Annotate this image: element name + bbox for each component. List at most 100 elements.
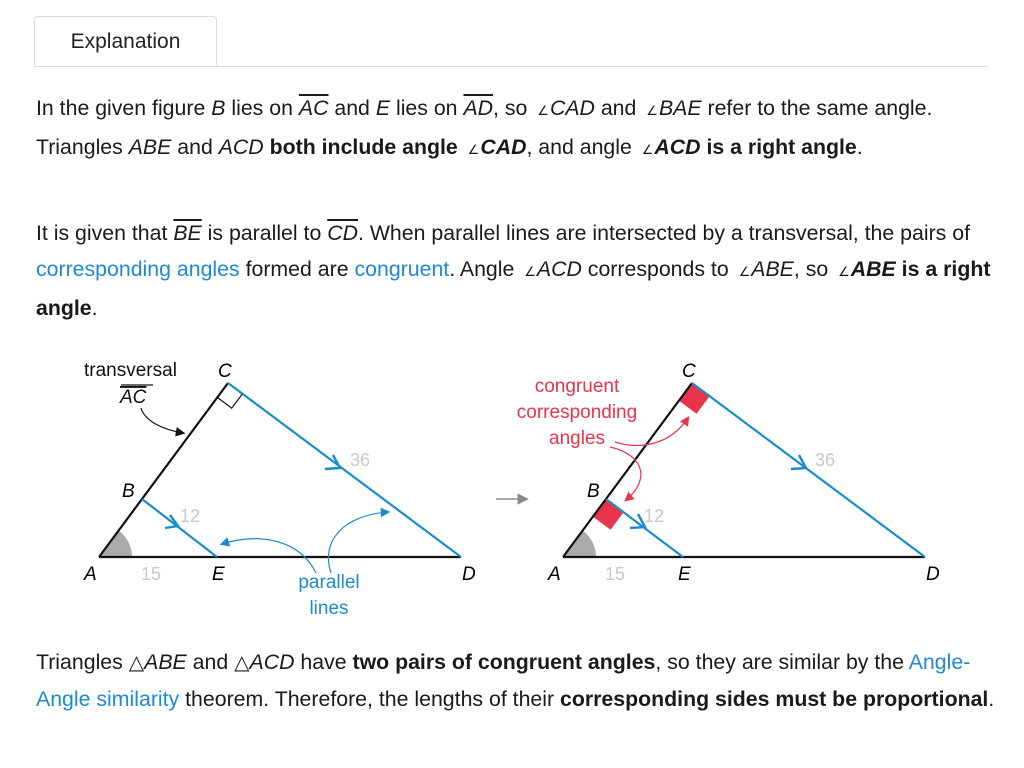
bold-text: corresponding sides must be proportional: [560, 687, 989, 711]
bold-text: both include angle: [269, 135, 464, 159]
math-label: E: [375, 96, 391, 120]
congruent-angle-c: [678, 383, 710, 414]
point-e-label: E: [212, 564, 225, 585]
point-c-label: C: [218, 361, 232, 382]
math-label: B: [211, 96, 226, 120]
term-link[interactable]: congruent: [354, 257, 450, 281]
segment-name: AC: [298, 96, 329, 120]
text-segment: have: [294, 650, 353, 674]
right-angle-marker: [216, 393, 243, 410]
point-d-label: D: [462, 564, 476, 585]
point-a-label: A: [547, 564, 561, 585]
text-segment: . Angle: [449, 257, 521, 281]
transversal-label: transversal: [84, 360, 177, 381]
term-link[interactable]: corresponding angles: [36, 257, 240, 281]
bold-text: is a right angle: [36, 257, 991, 320]
segment-ac: [98, 382, 229, 558]
math-label: ACD: [536, 257, 582, 281]
tab-explanation[interactable]: Explanation: [34, 16, 217, 66]
right-diagram: congruent corresponding angles C B A E D…: [517, 361, 940, 585]
segment-be: [141, 498, 218, 558]
parallel-pointer-arrow-cd: [327, 507, 391, 574]
paragraph-similarity: Triangles △ABE and △ACD have two pairs o…: [36, 644, 996, 717]
congruent-label-2: corresponding: [517, 402, 637, 423]
segment-name: AD: [463, 96, 494, 120]
length-ae: 15: [141, 564, 161, 584]
text-segment: and: [328, 96, 376, 120]
point-d-label: D: [926, 564, 940, 585]
congruent-label: congruent: [535, 376, 620, 397]
math-label: ABE: [144, 650, 187, 674]
text-segment: In the given figure: [36, 96, 212, 120]
angle-symbol: ∠: [641, 142, 654, 157]
triangle-symbol: △: [234, 652, 250, 674]
angle-symbol: ∠: [467, 142, 480, 157]
math-label: ABE: [128, 135, 172, 159]
segment-name: CD: [327, 221, 358, 245]
text-segment: and: [594, 96, 643, 120]
parallel-label: parallel: [298, 572, 359, 593]
congruent-angle-b: [592, 499, 624, 530]
text-segment: refer to the same angle. Triangles: [36, 96, 933, 159]
text-segment: , so they are similar by the: [655, 650, 909, 674]
parallel-pointer-arrow-be: [219, 537, 317, 574]
parallel-arrow-be: [629, 513, 647, 530]
text-segment: lies on: [390, 96, 464, 120]
text-segment: , so: [793, 257, 835, 281]
length-be: 12: [180, 506, 200, 526]
paragraph-parallel: It is given that BE is parallel to CD. W…: [36, 215, 996, 326]
bold-text: is a right angle: [700, 135, 857, 159]
math-label: ACD: [249, 650, 295, 674]
point-a-label: A: [83, 564, 97, 585]
length-ae: 15: [605, 564, 625, 584]
transversal-segment-label: AC: [119, 387, 147, 408]
angle-symbol: ∠: [524, 264, 536, 279]
text-segment: and: [171, 135, 219, 159]
parallel-label-2: lines: [309, 598, 348, 619]
math-label: ACD: [218, 135, 264, 159]
left-diagram: transversal AC C B A E D 15 12 36 parall…: [83, 360, 476, 619]
segment-cd: [227, 382, 462, 558]
text-segment: corresponds to: [581, 257, 735, 281]
text-segment: .: [988, 687, 995, 711]
term-link[interactable]: Angle-Angle similarity: [36, 650, 971, 711]
text-segment: .: [856, 135, 863, 159]
transversal-pointer-arrow: [140, 407, 186, 437]
angle-symbol: ∠: [738, 264, 751, 279]
angle-a-marker: [563, 530, 596, 557]
text-segment: lies on: [225, 96, 299, 120]
congruent-label-3: angles: [549, 428, 605, 449]
angle-symbol: ∠: [537, 103, 549, 118]
tab-bar: Explanation: [34, 16, 988, 67]
point-e-label: E: [678, 564, 691, 585]
triangle-symbol: △: [128, 652, 145, 674]
text-segment: , so: [493, 96, 534, 120]
angle-symbol: ∠: [646, 103, 658, 118]
segment-name: BE: [173, 221, 202, 245]
congruent-pointer-arrow-b: [609, 446, 642, 502]
parallel-arrow-cd: [324, 454, 342, 471]
point-b-label: B: [122, 481, 135, 502]
text-segment: and: [186, 650, 235, 674]
angle-a-marker: [99, 530, 132, 557]
bold-text: two pairs of congruent angles: [352, 650, 656, 674]
text-segment: Triangles: [36, 650, 129, 674]
text-segment: It is given that: [36, 221, 174, 245]
math-label: CAD: [480, 135, 527, 159]
length-cd: 36: [350, 450, 370, 470]
point-b-label: B: [587, 481, 600, 502]
point-c-label: C: [682, 361, 696, 382]
math-label: ABE: [751, 257, 794, 281]
text-segment: formed are: [239, 257, 355, 281]
angle-symbol: ∠: [838, 264, 850, 279]
segment-cd: [691, 382, 926, 558]
text-segment: , and angle: [526, 135, 638, 159]
congruent-pointer-arrow-c: [614, 416, 690, 447]
segment-ac: [562, 382, 693, 558]
text-segment: .: [91, 296, 98, 320]
parallel-arrow-cd: [790, 454, 808, 471]
math-label: ACD: [654, 135, 701, 159]
parallel-arrow-be: [164, 514, 181, 530]
math-label: BAE: [658, 96, 702, 120]
